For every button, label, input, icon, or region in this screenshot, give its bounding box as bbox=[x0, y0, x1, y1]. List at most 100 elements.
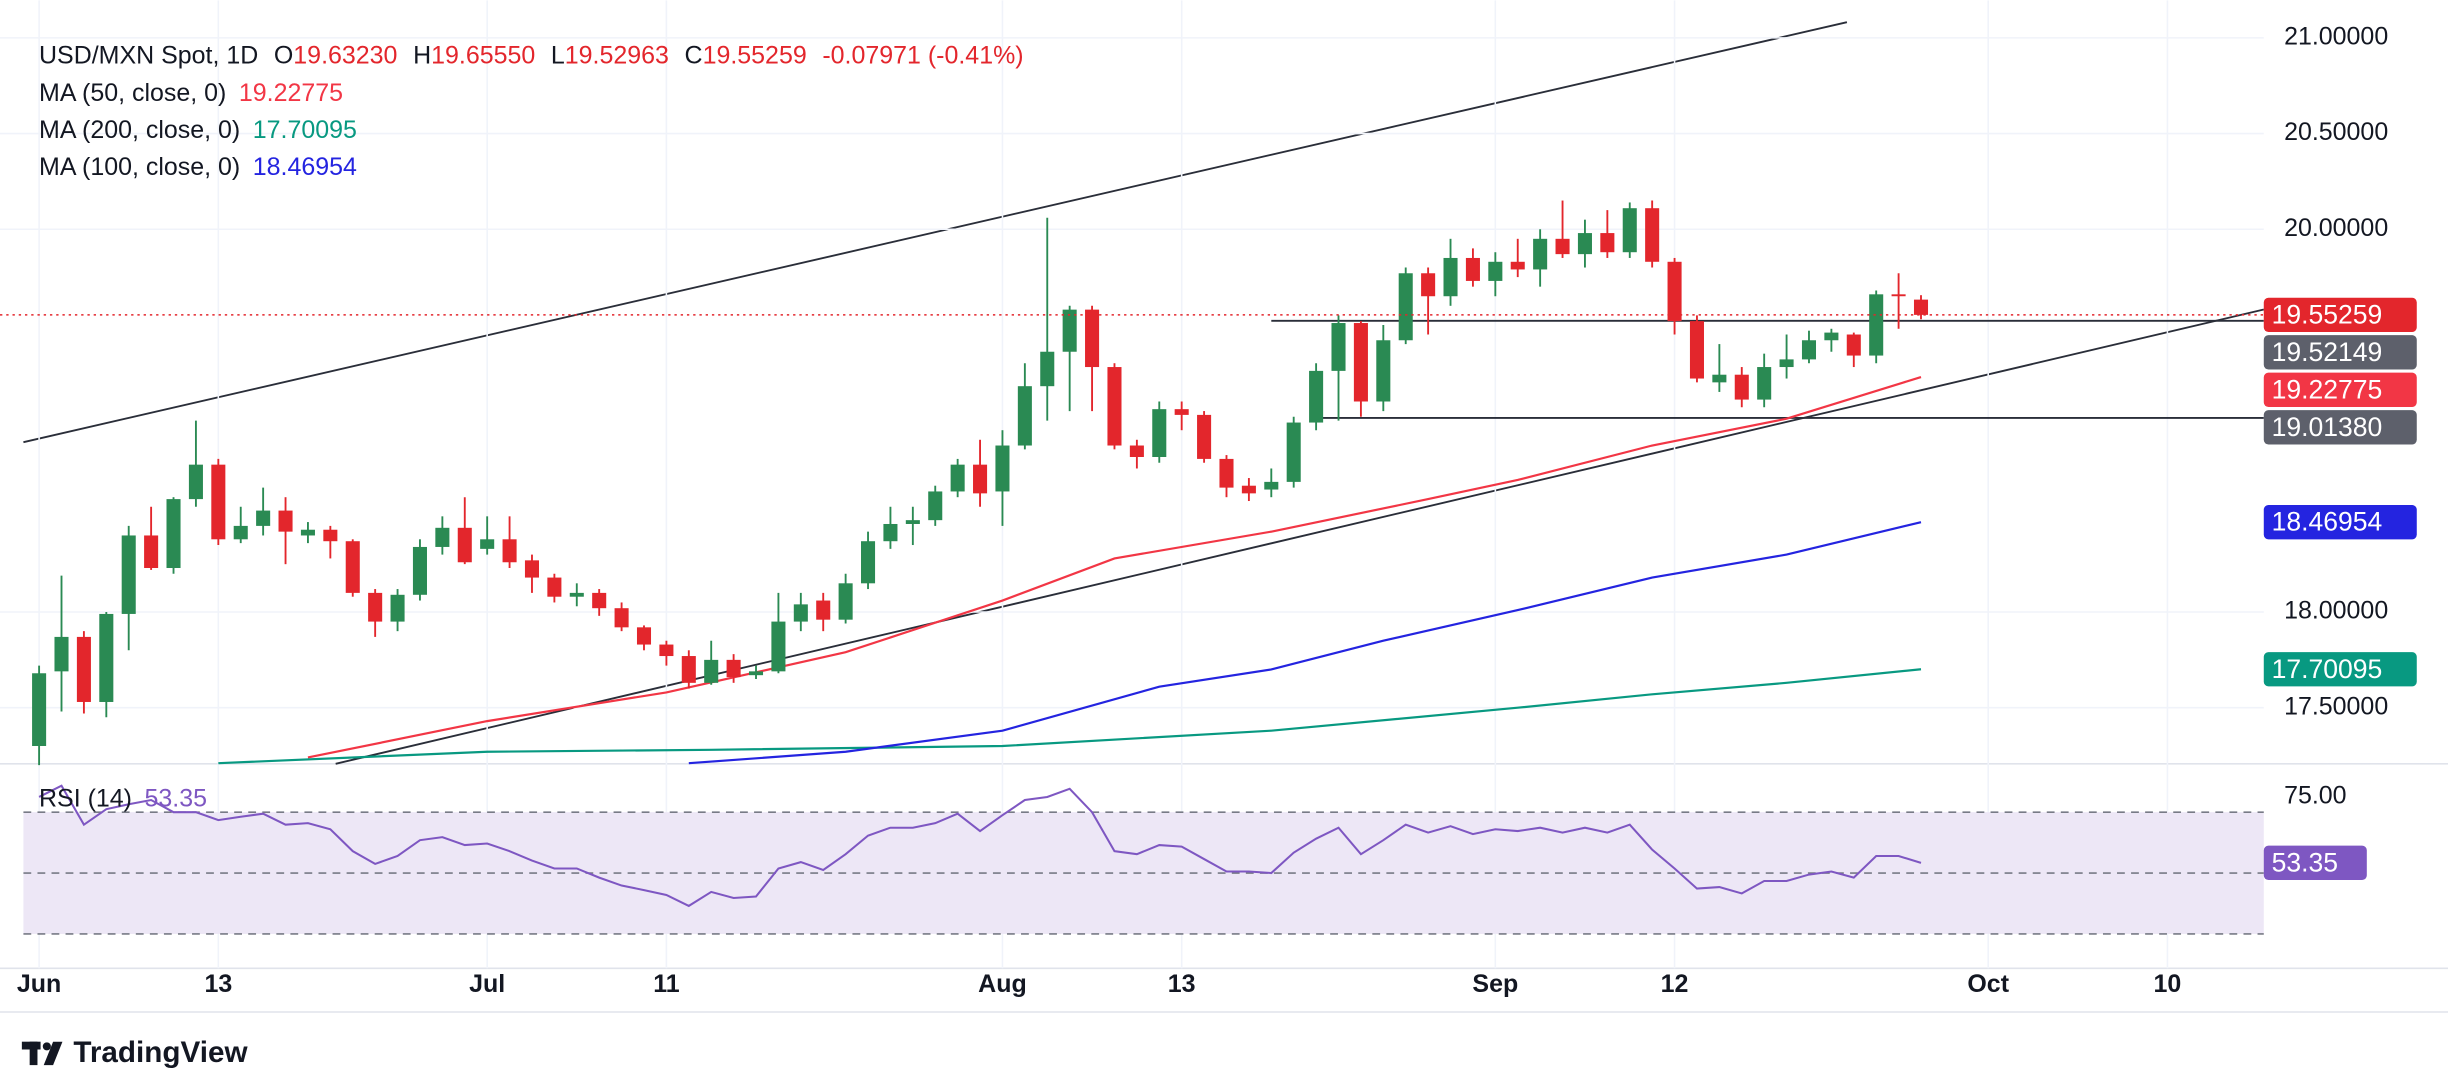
candle-body bbox=[412, 546, 427, 595]
x-tick-label: 11 bbox=[653, 970, 680, 998]
price-badge-label: 19.52149 bbox=[2272, 337, 2383, 367]
ohlc-key: L bbox=[551, 41, 565, 69]
brand: TradingView bbox=[73, 1036, 248, 1069]
moving-average bbox=[688, 521, 1922, 765]
candle-body bbox=[1555, 238, 1570, 255]
legend-value: 53.35 bbox=[144, 784, 206, 812]
legend-name: MA (200, close, 0) bbox=[39, 116, 240, 144]
x-tick-label: 10 bbox=[2154, 970, 2182, 998]
ohlc-key: H bbox=[413, 41, 431, 69]
candle-body bbox=[1510, 261, 1525, 270]
candle-body bbox=[390, 594, 405, 622]
candle-body bbox=[278, 510, 293, 532]
x-tick-label: Sep bbox=[1472, 970, 1518, 998]
candle-body bbox=[166, 499, 181, 569]
candle-body bbox=[726, 659, 741, 678]
logo-part bbox=[43, 1041, 63, 1066]
candle-body bbox=[1376, 340, 1391, 402]
candle-body bbox=[748, 671, 764, 676]
candle-body bbox=[1443, 257, 1458, 297]
y-tick-label: 20.50000 bbox=[2284, 118, 2388, 146]
candle-body bbox=[368, 592, 383, 622]
candle-body bbox=[1757, 367, 1772, 400]
x-tick-label: 13 bbox=[204, 970, 232, 998]
candle-body bbox=[457, 527, 472, 563]
candle-body bbox=[1846, 334, 1861, 356]
ohlc-key: C bbox=[685, 41, 703, 69]
candle-body bbox=[524, 560, 540, 578]
grid bbox=[0, 0, 2264, 969]
legend-value: 17.70095 bbox=[253, 116, 357, 144]
y-tick-label: 75.00 bbox=[2284, 782, 2346, 810]
y-tick-label: 18.00000 bbox=[2284, 597, 2388, 625]
legend-name: MA (100, close, 0) bbox=[39, 153, 240, 181]
candle-body bbox=[1129, 445, 1144, 457]
price-badge bbox=[2263, 504, 2417, 540]
candle-body bbox=[1869, 294, 1884, 356]
candle-body bbox=[1017, 386, 1032, 446]
candle-body bbox=[1667, 261, 1682, 322]
candle-body bbox=[435, 527, 450, 547]
candle-body bbox=[1488, 261, 1503, 281]
candle-body bbox=[1398, 273, 1413, 341]
brand-logo: TradingView bbox=[21, 1036, 248, 1069]
ohlc-key: O bbox=[274, 41, 293, 69]
candle-body bbox=[547, 577, 562, 597]
ohlc-value: 19.65550 bbox=[431, 41, 535, 69]
rsi-legend: RSI (14) 53.35 bbox=[39, 784, 207, 812]
candle-body bbox=[614, 608, 629, 628]
marks bbox=[0, 200, 2264, 908]
candle-body bbox=[211, 464, 226, 540]
price-badge bbox=[2263, 297, 2417, 333]
legend-entry: MA (50, close, 0) 19.22775 bbox=[39, 79, 343, 107]
price-badge bbox=[2263, 372, 2417, 407]
ohlc-value: 19.55259 bbox=[703, 41, 807, 69]
candle-body bbox=[1219, 458, 1234, 488]
ohlc-value: 19.52963 bbox=[565, 41, 669, 69]
legend-value: 19.22775 bbox=[239, 79, 343, 107]
candle-body bbox=[659, 644, 674, 657]
price-badge bbox=[2263, 652, 2417, 687]
candle-body bbox=[1913, 299, 1929, 315]
moving-average bbox=[307, 376, 1922, 759]
change: -0.07971 (-0.41%) bbox=[822, 41, 1023, 69]
candle-body bbox=[1040, 351, 1055, 387]
candle-body bbox=[1465, 257, 1480, 281]
x-tick-label: 13 bbox=[1168, 970, 1196, 998]
price-badge-label: 18.46954 bbox=[2272, 507, 2383, 537]
candle-body bbox=[816, 600, 831, 620]
candle-body bbox=[905, 520, 920, 524]
candle-body bbox=[54, 636, 69, 672]
candle-body bbox=[1085, 309, 1100, 368]
candle-body bbox=[1645, 208, 1660, 262]
y-tick-label: 21.00000 bbox=[2284, 22, 2388, 50]
candle-body bbox=[300, 529, 315, 536]
price-badge bbox=[2263, 410, 2417, 445]
candle-body bbox=[1533, 238, 1548, 270]
x-tick-label: Jun bbox=[17, 970, 61, 998]
logo-part bbox=[42, 1042, 51, 1051]
legend-entry: MA (100, close, 0) 18.46954 bbox=[39, 153, 357, 181]
x-tick-label: 12 bbox=[1661, 970, 1689, 998]
price-badge-label: 19.55259 bbox=[2272, 299, 2383, 329]
symbol-title: USD/MXN Spot, 1D bbox=[39, 41, 258, 69]
candle-body bbox=[502, 539, 517, 563]
labels: Jun 13 Jul 11 Aug 13 Sep 12 Oct 10 21.00000 20.5000… bbox=[17, 22, 2417, 998]
trend-line bbox=[335, 308, 2264, 765]
candle-body bbox=[704, 659, 719, 683]
candle-body bbox=[1107, 367, 1122, 446]
price-badge-label: 19.22775 bbox=[2272, 374, 2383, 404]
price-badge bbox=[2263, 335, 2417, 370]
candle-body bbox=[1622, 208, 1637, 253]
rsi-band bbox=[23, 812, 2264, 934]
y-tick-label: 20.00000 bbox=[2284, 214, 2388, 242]
trend-line bbox=[23, 21, 1848, 444]
x-tick-label: Oct bbox=[1967, 970, 2009, 998]
legend-value: 18.46954 bbox=[253, 153, 357, 181]
candle-body bbox=[883, 523, 898, 542]
candle-body bbox=[1174, 409, 1189, 415]
candle-body bbox=[1309, 370, 1324, 423]
candle-body bbox=[636, 627, 652, 645]
candle-body bbox=[233, 525, 248, 540]
